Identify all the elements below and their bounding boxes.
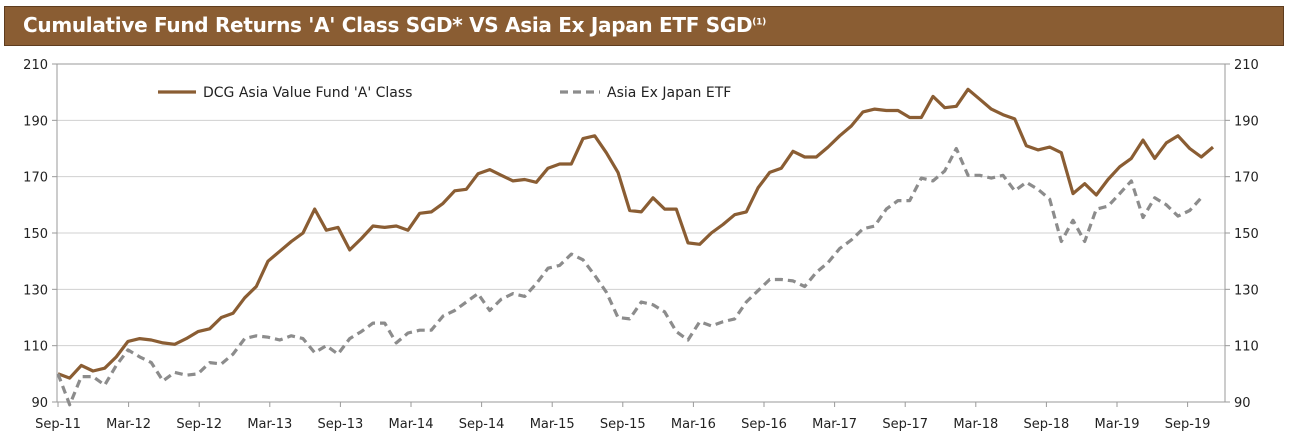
x-axis: Sep-11 Mar-12 Sep-12 Mar-13 Sep-13 Mar-14 Sep-…	[35, 402, 1210, 432]
y-tick-label-right: 130	[1234, 283, 1259, 298]
x-tick-label: Mar-18	[953, 417, 998, 432]
y-axis-left: 210 190 170 150 130 110 90	[23, 58, 57, 411]
gridlines	[57, 119, 1225, 347]
chart-title: Cumulative Fund Returns 'A' Class SGD* V…	[23, 13, 766, 37]
y-tick-label-right: 150	[1234, 227, 1259, 242]
series-layer	[56, 87, 1215, 407]
y-tick-label-left: 110	[23, 340, 48, 355]
x-tick-label: Mar-15	[530, 417, 575, 432]
legend: DCG Asia Value Fund 'A' Class Asia Ex Jap…	[158, 85, 731, 101]
x-tick-label: Sep-17	[882, 417, 928, 432]
series-line-etf	[56, 146, 1203, 407]
y-tick-label-left: 210	[23, 58, 48, 73]
chart-title-superscript: (1)	[752, 17, 766, 28]
x-tick-label: Sep-11	[35, 417, 81, 432]
x-tick-label: Mar-13	[247, 417, 292, 432]
y-tick-label-right: 210	[1234, 58, 1259, 73]
y-tick-label-right: 90	[1234, 396, 1251, 411]
y-tick-label-left: 130	[23, 283, 48, 298]
x-tick-label: Mar-12	[106, 417, 151, 432]
y-axis-right: 210 190 170 150 130 110 90	[1225, 58, 1259, 411]
chart-title-bar: Cumulative Fund Returns 'A' Class SGD* V…	[4, 6, 1284, 46]
x-tick-label: Sep-13	[318, 417, 364, 432]
y-tick-label-left: 150	[23, 227, 48, 242]
x-tick-label: Sep-12	[176, 417, 222, 432]
x-tick-label: Sep-15	[600, 417, 646, 432]
x-tick-label: Sep-19	[1165, 417, 1211, 432]
x-tick-label: Mar-17	[812, 417, 857, 432]
x-tick-label: Mar-14	[389, 417, 434, 432]
y-tick-label-right: 170	[1234, 171, 1259, 186]
y-tick-label-right: 110	[1234, 340, 1259, 355]
legend-label-fund: DCG Asia Value Fund 'A' Class	[203, 85, 412, 101]
x-tick-label: Sep-14	[459, 417, 505, 432]
y-tick-label-left: 90	[31, 396, 48, 411]
legend-label-etf: Asia Ex Japan ETF	[607, 85, 731, 101]
x-tick-label: Sep-18	[1024, 417, 1070, 432]
x-tick-label: Mar-16	[671, 417, 716, 432]
y-tick-label-right: 190	[1234, 114, 1259, 129]
x-tick-label: Sep-16	[741, 417, 787, 432]
y-tick-label-left: 170	[23, 171, 48, 186]
series-line-fund	[57, 87, 1215, 380]
chart-title-main: Cumulative Fund Returns 'A' Class SGD* V…	[23, 13, 753, 37]
x-tick-label: Mar-19	[1095, 417, 1140, 432]
y-tick-label-left: 190	[23, 114, 48, 129]
